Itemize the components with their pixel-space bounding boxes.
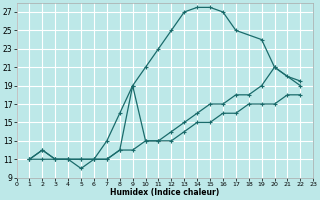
- X-axis label: Humidex (Indice chaleur): Humidex (Indice chaleur): [110, 188, 220, 197]
